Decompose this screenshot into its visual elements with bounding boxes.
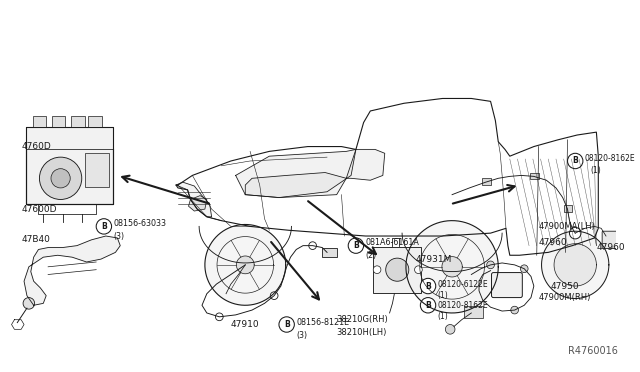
Text: 38210G(RH): 38210G(RH) [337, 315, 388, 324]
Polygon shape [236, 256, 254, 274]
Circle shape [386, 258, 409, 281]
Text: (3): (3) [296, 331, 307, 340]
Circle shape [51, 169, 70, 188]
Text: (2): (2) [365, 251, 377, 260]
Text: 08120-6122E: 08120-6122E [438, 280, 488, 289]
Text: 4760D: 4760D [21, 142, 51, 151]
Bar [84, 153, 109, 187]
Text: R4760016: R4760016 [568, 346, 618, 356]
Bar [322, 247, 337, 257]
Polygon shape [554, 244, 596, 286]
Circle shape [420, 298, 436, 313]
Text: (1): (1) [438, 312, 449, 321]
Polygon shape [346, 150, 385, 180]
Text: 47900M(RH): 47900M(RH) [539, 293, 591, 302]
Text: 08156-63033: 08156-63033 [113, 219, 166, 228]
Bar [52, 116, 65, 127]
Text: 47600D: 47600D [21, 205, 57, 214]
Bar [88, 116, 102, 127]
Polygon shape [176, 182, 212, 217]
Polygon shape [406, 221, 499, 313]
Text: B: B [353, 241, 359, 250]
Text: 47950: 47950 [550, 282, 579, 291]
Text: B: B [284, 320, 289, 329]
Circle shape [420, 278, 436, 294]
Bar [71, 116, 84, 127]
Circle shape [373, 266, 381, 273]
Polygon shape [442, 257, 462, 277]
Polygon shape [189, 196, 207, 211]
Bar [530, 173, 539, 179]
Circle shape [40, 157, 82, 199]
Circle shape [568, 153, 583, 169]
Polygon shape [541, 231, 609, 299]
Text: (1): (1) [438, 291, 449, 300]
Text: B: B [425, 282, 431, 291]
FancyBboxPatch shape [373, 247, 421, 293]
Circle shape [96, 219, 111, 234]
Bar [564, 205, 572, 212]
Text: (1): (1) [591, 166, 602, 175]
Circle shape [23, 298, 35, 309]
Bar [33, 116, 46, 127]
Text: (3): (3) [113, 231, 125, 241]
Text: 08156-8121E: 08156-8121E [296, 318, 349, 327]
Circle shape [308, 242, 316, 250]
Circle shape [445, 324, 455, 334]
Polygon shape [245, 173, 346, 198]
Circle shape [216, 313, 223, 321]
Text: B: B [425, 301, 431, 310]
Bar [482, 178, 491, 185]
Circle shape [279, 317, 294, 332]
Polygon shape [24, 236, 120, 305]
Circle shape [348, 238, 364, 253]
Text: 38210H(LH): 38210H(LH) [337, 328, 387, 337]
Text: 47B40: 47B40 [21, 235, 50, 244]
FancyBboxPatch shape [492, 273, 522, 298]
Text: 47910: 47910 [231, 320, 259, 329]
FancyBboxPatch shape [602, 231, 621, 248]
Text: 47960: 47960 [539, 238, 567, 247]
Polygon shape [236, 150, 356, 198]
Text: 08120-8162E: 08120-8162E [438, 301, 488, 310]
Circle shape [270, 292, 278, 299]
FancyBboxPatch shape [26, 127, 113, 204]
Circle shape [520, 265, 528, 273]
Circle shape [415, 266, 422, 273]
Text: B: B [101, 222, 107, 231]
Text: 47900MA(LH): 47900MA(LH) [539, 222, 596, 231]
Text: B: B [572, 157, 578, 166]
Text: 08120-8162E: 08120-8162E [585, 154, 636, 163]
Text: 47931M: 47931M [415, 254, 452, 264]
Circle shape [487, 261, 495, 269]
Circle shape [511, 306, 518, 314]
Bar [463, 306, 483, 318]
Text: 081A6-6161A: 081A6-6161A [365, 238, 419, 247]
Circle shape [570, 227, 581, 239]
Polygon shape [205, 224, 285, 305]
Text: 47960: 47960 [596, 243, 625, 252]
